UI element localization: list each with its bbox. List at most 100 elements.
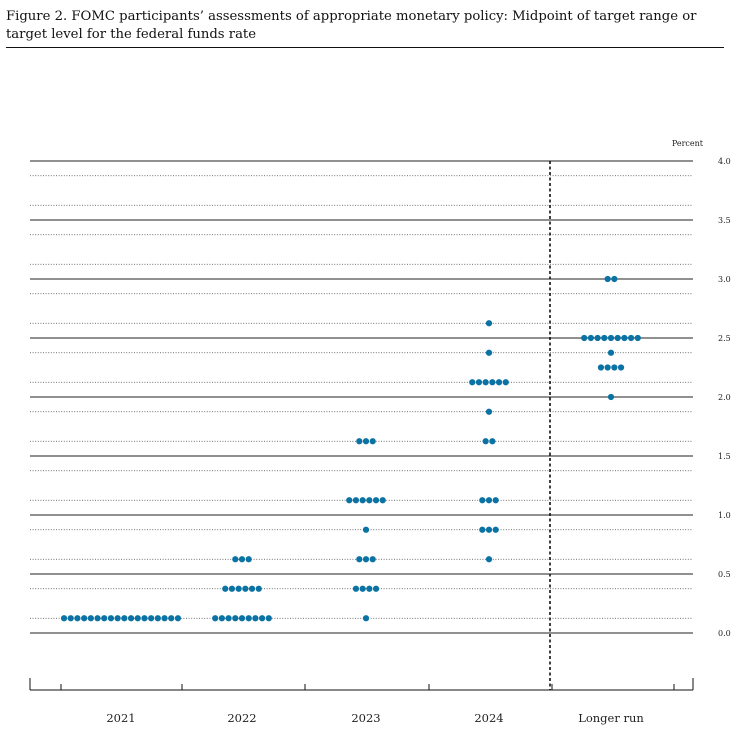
dot-mark (252, 615, 259, 622)
dot-mark (94, 615, 101, 622)
dot-mark (607, 349, 615, 356)
dot-mark (489, 379, 496, 386)
dot-mark (607, 393, 615, 401)
dot-mark (168, 615, 175, 622)
dot-mark (597, 364, 605, 371)
y-tick-label: 3.5 (718, 216, 731, 225)
dot-mark (346, 497, 353, 504)
dot-mark (134, 615, 141, 622)
dot-mark (495, 379, 503, 386)
dot-mark (362, 615, 370, 622)
y-tick-label: 2.0 (718, 393, 731, 402)
y-tick-label: 2.5 (718, 334, 731, 343)
x-axis: 2021 2022 2023 2024 Longer run (29, 678, 694, 725)
dot-mark (356, 556, 363, 563)
dot-mark (107, 615, 115, 622)
x-category-label: 2024 (474, 711, 503, 725)
dot-mark (362, 556, 370, 563)
dot-mark (372, 585, 380, 592)
dot-mark (366, 585, 373, 592)
dot-mark (482, 438, 489, 445)
dot-mark (352, 585, 360, 592)
dot-mark (154, 615, 161, 622)
dot-mark (485, 526, 493, 533)
dot-mark (245, 556, 252, 563)
dot-mark (492, 526, 499, 533)
x-category-label: Longer run (578, 711, 644, 725)
x-category-label: 2023 (351, 711, 380, 725)
dot-mark (369, 556, 376, 563)
dot-mark (479, 526, 486, 533)
dots (60, 275, 641, 622)
dot-mark (356, 438, 363, 445)
dot-mark (379, 497, 386, 504)
dot-mark (87, 615, 94, 622)
dot-mark (489, 438, 496, 445)
dot-mark (475, 379, 483, 386)
dot-mark (60, 615, 68, 622)
dot-mark (228, 585, 236, 592)
dot-mark (359, 585, 366, 592)
dot-mark (485, 497, 493, 504)
dot-mark (232, 615, 239, 622)
dot-mark (245, 615, 252, 622)
caption-rule (6, 47, 724, 48)
dot-mark (601, 334, 608, 342)
dot-mark (604, 364, 611, 371)
dot-mark (502, 379, 509, 386)
dot-mark (222, 585, 229, 592)
dot-mark (174, 615, 182, 622)
dot-mark (161, 615, 168, 622)
dot-mark (594, 334, 601, 342)
y-tick-label: 0.5 (718, 570, 731, 579)
dot-mark (587, 334, 595, 342)
dot-mark (238, 615, 246, 622)
dot-mark (121, 615, 128, 622)
dot-mark (127, 615, 135, 622)
dot-mark (607, 334, 615, 342)
dot-mark (114, 615, 121, 622)
dot-mark (225, 615, 232, 622)
x-category-label: 2022 (227, 711, 256, 725)
dot-mark (485, 556, 493, 563)
dot-mark (611, 364, 618, 371)
dot-mark (218, 615, 225, 622)
y-tick-label: 0.0 (718, 629, 731, 638)
dot-mark (634, 334, 641, 342)
dot-mark (74, 615, 81, 622)
y-tick-label: 1.5 (718, 452, 731, 461)
dot-mark (238, 556, 246, 563)
dot-mark (101, 615, 108, 622)
y-axis-unit-label: Percent (672, 139, 704, 148)
dot-mark (581, 334, 588, 342)
dot-mark (366, 497, 373, 504)
dot-mark (621, 334, 628, 342)
dot-mark (617, 364, 625, 371)
dot-mark (265, 615, 272, 622)
dot-mark (259, 615, 266, 622)
dot-mark (614, 334, 621, 342)
dot-mark (485, 408, 493, 415)
y-tick-label: 4.0 (718, 157, 731, 166)
dot-mark (362, 526, 370, 533)
dot-mark (359, 497, 366, 504)
x-category-label: 2021 (106, 711, 135, 725)
dot-mark (362, 438, 370, 445)
dot-mark (235, 585, 242, 592)
dot-mark (81, 615, 88, 622)
dot-mark (212, 615, 219, 622)
dot-mark (352, 497, 360, 504)
dot-mark (479, 497, 486, 504)
dot-mark (372, 497, 380, 504)
dot-mark (242, 585, 249, 592)
dot-mark (492, 497, 499, 504)
gridlines (30, 160, 693, 634)
dot-mark (469, 379, 476, 386)
y-tick-label: 1.0 (718, 511, 731, 520)
dot-mark (369, 438, 376, 445)
dot-mark (232, 556, 239, 563)
dot-mark (141, 615, 148, 622)
dot-mark (248, 585, 256, 592)
figure-caption: Figure 2. FOMC participants’ assessments… (6, 9, 697, 42)
